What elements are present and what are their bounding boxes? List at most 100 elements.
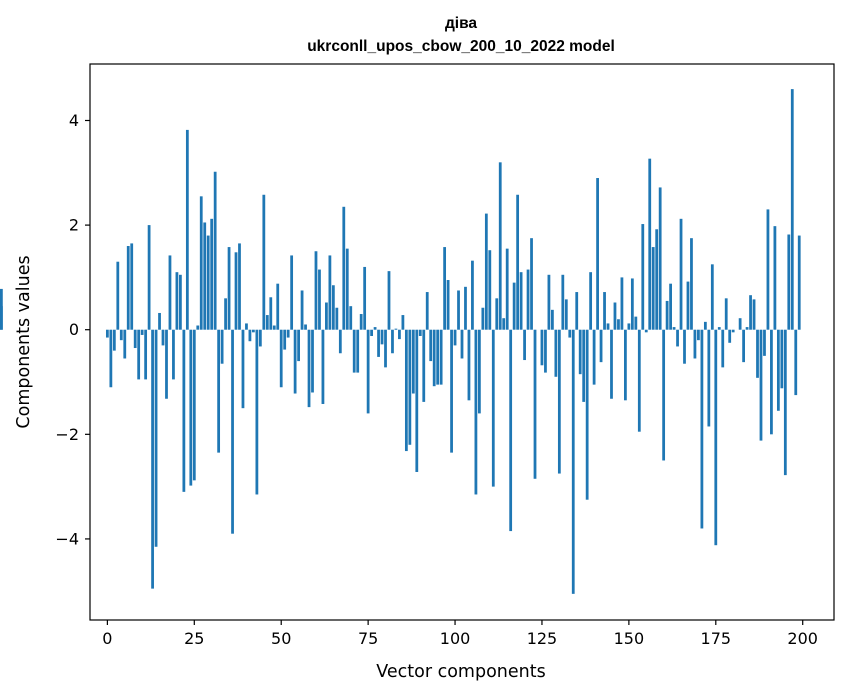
bar [356,329,360,373]
x-tick-label: 50 [271,629,291,648]
bar [123,329,127,359]
bar [373,327,377,330]
bar [269,297,273,330]
bar [338,329,342,354]
x-tick-label: 25 [184,629,204,648]
bar [530,238,533,330]
bar [484,213,488,330]
bar [154,329,158,547]
bar [464,286,467,330]
plot-area-frame [89,63,835,621]
bar [248,329,252,342]
bar [599,329,603,363]
bar [398,329,401,340]
bar [199,196,203,330]
bar [756,329,759,378]
bar [721,329,725,368]
bar [418,329,422,336]
bar [331,285,335,330]
bar [415,329,419,472]
bar [533,329,537,479]
bar [797,235,801,330]
bar [283,329,287,350]
bar [617,319,620,330]
bar [391,329,394,354]
bar [717,327,721,330]
bar [641,224,645,330]
bar [564,299,568,330]
bar [714,329,718,546]
bar [293,329,297,394]
bar [126,246,130,330]
bar [227,247,231,330]
bar [213,171,217,330]
bar [241,329,245,409]
bar [669,283,672,330]
bar [592,329,596,385]
bar [763,329,766,356]
bar [311,329,314,393]
bar [488,250,492,330]
bar [578,329,582,375]
x-tick-label: 150 [614,629,645,648]
bar [453,329,457,346]
bar [252,329,255,333]
bar [776,329,780,411]
bar [258,329,262,347]
bar [630,278,634,330]
bar [509,329,513,532]
bar [370,329,373,336]
chart-subtitle: ukrconll_upos_cbow_200_10_2022 model [307,38,615,55]
bar [182,329,186,492]
bar [627,323,631,330]
bar [738,318,742,330]
bar [408,329,412,445]
bar [151,329,154,589]
y-axis-label: Components values [14,255,34,428]
bar [401,315,405,330]
bars [0,89,801,594]
bar [286,329,290,338]
bar [189,329,193,486]
bar [404,329,408,452]
bar [411,329,415,394]
bar [780,329,784,389]
bar [446,280,450,330]
bar [262,194,266,330]
bar [335,307,339,330]
bar [512,282,516,330]
bar [648,158,652,330]
bar [363,266,367,330]
bar [610,329,613,399]
bar [770,329,773,435]
bar [137,329,141,380]
bar [498,162,502,330]
bar [752,299,756,330]
y-tick-label: 4 [69,111,79,130]
bar [179,274,182,330]
bar [206,235,210,330]
bar [377,329,380,357]
y-tick-label: 0 [69,320,79,339]
bar [272,325,276,330]
bar [606,323,610,330]
bar [161,329,165,346]
bar [634,316,638,330]
bar [624,329,627,401]
bar [144,329,148,380]
bar [328,255,332,330]
bar [133,329,137,349]
bar [345,248,349,330]
bar [787,234,791,330]
bar [387,271,391,330]
bar [676,329,679,347]
bar [384,329,387,368]
bar [742,329,745,363]
bar [544,329,547,373]
bar [140,329,144,335]
bar [119,329,123,341]
bar [790,89,794,330]
bar [109,329,113,388]
x-tick-label: 175 [701,629,732,648]
